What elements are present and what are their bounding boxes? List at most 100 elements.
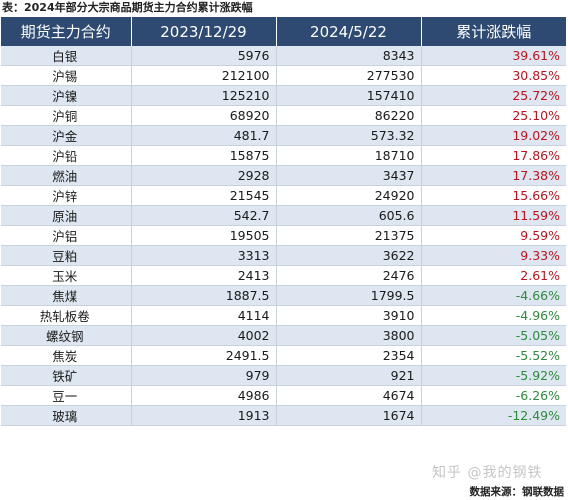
- change-value: -4.66%: [421, 285, 566, 306]
- table-row: 焦炭 2491.5 2354 -5.52%: [1, 345, 566, 366]
- table-row: 沪铝 19505 21375 9.59%: [1, 225, 566, 246]
- start-value: 5976: [131, 46, 277, 66]
- start-value: 4114: [131, 305, 277, 326]
- commodity-name: 燃油: [1, 165, 132, 186]
- end-value: 277530: [276, 65, 422, 86]
- change-value: 9.33%: [421, 245, 566, 266]
- start-value: 4986: [131, 385, 277, 406]
- table-row: 焦煤 1887.5 1799.5 -4.66%: [1, 285, 566, 306]
- table-row: 豆粕 3313 3622 9.33%: [1, 245, 566, 266]
- commodity-name: 沪锡: [1, 65, 132, 86]
- header-end-date: 2024/5/22: [276, 17, 422, 46]
- watermark: 知乎 @我的钢铁: [432, 465, 543, 481]
- start-value: 15875: [131, 145, 277, 166]
- change-value: -5.52%: [421, 345, 566, 366]
- table-row: 沪铜 68920 86220 25.10%: [1, 105, 566, 126]
- table-caption: 表：2024年部分大宗商品期货主力合约累计涨跌幅: [2, 1, 253, 14]
- end-value: 2476: [276, 265, 422, 286]
- change-value: 19.02%: [421, 125, 566, 146]
- change-value: 30.85%: [421, 65, 566, 86]
- change-value: 39.61%: [421, 46, 566, 66]
- end-value: 605.6: [276, 205, 422, 226]
- table-body: 白银 5976 8343 39.61% 沪锡 212100 277530 30.85% 沪镍 12…: [1, 46, 566, 426]
- start-value: 4002: [131, 325, 277, 346]
- start-value: 125210: [131, 85, 277, 106]
- commodity-name: 原油: [1, 205, 132, 226]
- header-contract: 期货主力合约: [1, 17, 132, 46]
- start-value: 21545: [131, 185, 277, 206]
- futures-table: 期货主力合约 2023/12/29 2024/5/22 累计涨跌幅 白银 5976…: [1, 17, 566, 426]
- table-row: 玻璃 1913 1674 -12.49%: [1, 405, 566, 426]
- change-value: 9.59%: [421, 225, 566, 246]
- commodity-name: 铁矿: [1, 365, 132, 386]
- change-value: -6.26%: [421, 385, 566, 406]
- end-value: 21375: [276, 225, 422, 246]
- start-value: 2413: [131, 265, 277, 286]
- commodity-name: 沪铅: [1, 145, 132, 166]
- header-row: 期货主力合约 2023/12/29 2024/5/22 累计涨跌幅: [1, 17, 566, 46]
- end-value: 3622: [276, 245, 422, 266]
- end-value: 3800: [276, 325, 422, 346]
- end-value: 8343: [276, 46, 422, 66]
- start-value: 3313: [131, 245, 277, 266]
- table-row: 燃油 2928 3437 17.38%: [1, 165, 566, 186]
- change-value: 17.86%: [421, 145, 566, 166]
- commodity-name: 沪锌: [1, 185, 132, 206]
- start-value: 2491.5: [131, 345, 277, 366]
- start-value: 212100: [131, 65, 277, 86]
- end-value: 2354: [276, 345, 422, 366]
- commodity-name: 热轧板卷: [1, 305, 132, 326]
- commodity-name: 焦炭: [1, 345, 132, 366]
- start-value: 19505: [131, 225, 277, 246]
- change-value: 11.59%: [421, 205, 566, 226]
- change-value: -5.92%: [421, 365, 566, 386]
- commodity-name: 焦煤: [1, 285, 132, 306]
- end-value: 921: [276, 365, 422, 386]
- change-value: 25.72%: [421, 85, 566, 106]
- table-row: 沪锌 21545 24920 15.66%: [1, 185, 566, 206]
- table-row: 沪铅 15875 18710 17.86%: [1, 145, 566, 166]
- table-row: 热轧板卷 4114 3910 -4.96%: [1, 305, 566, 326]
- table-row: 沪镍 125210 157410 25.72%: [1, 85, 566, 106]
- start-value: 481.7: [131, 125, 277, 146]
- end-value: 3437: [276, 165, 422, 186]
- start-value: 1913: [131, 405, 277, 426]
- data-source: 数据来源：钢联数据: [469, 486, 565, 498]
- header-change: 累计涨跌幅: [421, 17, 566, 46]
- change-value: 2.61%: [421, 265, 566, 286]
- table-row: 沪锡 212100 277530 30.85%: [1, 65, 566, 86]
- commodity-name: 沪镍: [1, 85, 132, 106]
- start-value: 979: [131, 365, 277, 386]
- end-value: 1674: [276, 405, 422, 426]
- start-value: 68920: [131, 105, 277, 126]
- change-value: 15.66%: [421, 185, 566, 206]
- table-row: 螺纹钢 4002 3800 -5.05%: [1, 325, 566, 346]
- end-value: 24920: [276, 185, 422, 206]
- commodity-name: 沪铝: [1, 225, 132, 246]
- change-value: 25.10%: [421, 105, 566, 126]
- end-value: 157410: [276, 85, 422, 106]
- commodity-name: 螺纹钢: [1, 325, 132, 346]
- end-value: 86220: [276, 105, 422, 126]
- change-value: -12.49%: [421, 405, 566, 426]
- commodity-name: 沪铜: [1, 105, 132, 126]
- change-value: -5.05%: [421, 325, 566, 346]
- table-row: 豆一 4986 4674 -6.26%: [1, 385, 566, 406]
- start-value: 542.7: [131, 205, 277, 226]
- start-value: 2928: [131, 165, 277, 186]
- table-row: 白银 5976 8343 39.61%: [1, 46, 566, 66]
- end-value: 1799.5: [276, 285, 422, 306]
- table-row: 铁矿 979 921 -5.92%: [1, 365, 566, 386]
- change-value: 17.38%: [421, 165, 566, 186]
- commodity-name: 豆一: [1, 385, 132, 406]
- end-value: 4674: [276, 385, 422, 406]
- end-value: 573.32: [276, 125, 422, 146]
- table-row: 沪金 481.7 573.32 19.02%: [1, 125, 566, 146]
- commodity-name: 玻璃: [1, 405, 132, 426]
- end-value: 3910: [276, 305, 422, 326]
- start-value: 1887.5: [131, 285, 277, 306]
- change-value: -4.96%: [421, 305, 566, 326]
- commodity-name: 玉米: [1, 265, 132, 286]
- commodity-name: 豆粕: [1, 245, 132, 266]
- commodity-name: 沪金: [1, 125, 132, 146]
